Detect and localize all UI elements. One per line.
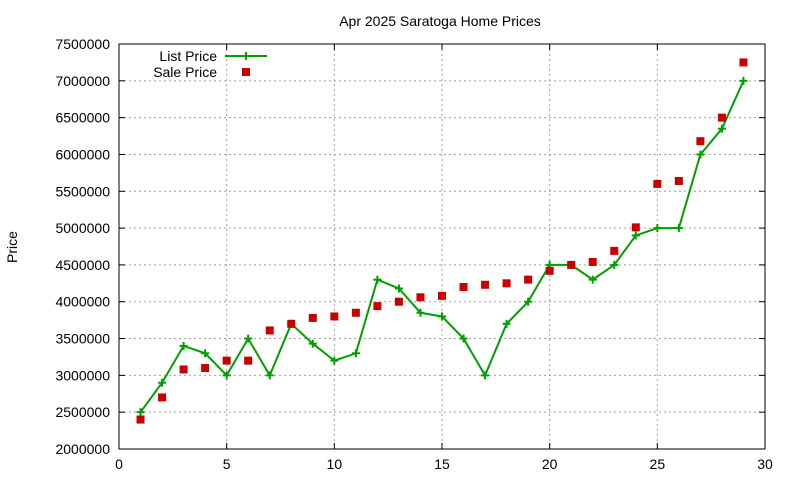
sale-price-point bbox=[201, 364, 210, 372]
list-price-point bbox=[244, 334, 253, 343]
y-tick-label: 7500000 bbox=[55, 36, 110, 52]
sale-price-point bbox=[330, 312, 339, 321]
list-price-point bbox=[158, 378, 167, 387]
y-tick-label: 7000000 bbox=[55, 73, 110, 89]
list-price-point bbox=[416, 308, 425, 317]
grid-lines bbox=[119, 44, 765, 449]
sale-price-point bbox=[739, 58, 748, 67]
x-tick-label: 15 bbox=[434, 456, 450, 472]
sale-price-point bbox=[717, 113, 726, 122]
chart-title: Apr 2025 Saratoga Home Prices bbox=[339, 13, 541, 29]
y-tick-label: 2500000 bbox=[55, 404, 110, 420]
list-price-point bbox=[696, 150, 705, 159]
y-axis-label: Price bbox=[4, 231, 20, 263]
list-price-point bbox=[502, 319, 511, 328]
y-tick-label: 3500000 bbox=[55, 331, 110, 347]
list-price-point bbox=[136, 408, 145, 417]
sale-price-point bbox=[502, 279, 511, 288]
sale-price-point bbox=[136, 415, 145, 424]
sale-price-point bbox=[179, 365, 188, 374]
sale-price-point bbox=[222, 356, 231, 365]
sale-price-point bbox=[459, 283, 468, 291]
list-price-point bbox=[588, 275, 597, 284]
x-tick-label: 30 bbox=[757, 456, 773, 472]
plot-border bbox=[118, 43, 766, 450]
sale-price-point bbox=[287, 319, 296, 328]
list-price-point bbox=[222, 371, 231, 380]
sale-price-point bbox=[524, 275, 533, 284]
legend-label: Sale Price bbox=[153, 64, 217, 80]
sale-price-point bbox=[653, 179, 662, 188]
sale-price-point bbox=[567, 260, 576, 269]
list-price-point bbox=[481, 371, 490, 380]
sale-price-point bbox=[394, 297, 403, 306]
sale-price-point bbox=[373, 302, 382, 311]
sale-price-point bbox=[416, 293, 425, 302]
list-price-point bbox=[394, 284, 403, 293]
sale-price-point bbox=[265, 326, 274, 335]
x-tick-label: 20 bbox=[542, 456, 558, 472]
sale-price-point bbox=[244, 356, 253, 365]
list-price-point bbox=[330, 356, 339, 365]
y-tick-label: 3000000 bbox=[55, 367, 110, 383]
list-price-point bbox=[610, 260, 619, 269]
list-price-point bbox=[674, 224, 683, 233]
list-price-point bbox=[265, 371, 274, 380]
sale-price-point bbox=[610, 246, 619, 255]
y-tick-label: 6500000 bbox=[55, 110, 110, 126]
list-price-point bbox=[308, 339, 317, 348]
list-price-point bbox=[631, 231, 640, 240]
y-tick-label: 5500000 bbox=[55, 183, 110, 199]
list-price-point bbox=[201, 349, 210, 358]
list-price-point bbox=[438, 312, 446, 321]
sale-price-point bbox=[674, 176, 683, 185]
axes: 2000000 2500000 3000000 3500000 4000000 45000… bbox=[55, 36, 773, 472]
sale-price-point bbox=[588, 257, 597, 266]
x-tick-label: 25 bbox=[650, 456, 666, 472]
list-price-point bbox=[717, 124, 726, 133]
sale-price-point bbox=[545, 266, 554, 275]
list-price-point bbox=[653, 224, 662, 233]
legend-square-swatch bbox=[242, 68, 250, 76]
y-tick-label: 4500000 bbox=[55, 257, 110, 273]
sale-price-point bbox=[158, 393, 167, 402]
sale-price-point bbox=[481, 280, 490, 289]
x-tick-label: 0 bbox=[115, 456, 123, 472]
list-price-point bbox=[373, 275, 382, 284]
series-layer bbox=[136, 58, 748, 424]
sale-price-point bbox=[696, 137, 705, 146]
x-tick-label: 10 bbox=[327, 456, 343, 472]
y-tick-label: 5000000 bbox=[55, 220, 110, 236]
y-tick-label: 6000000 bbox=[55, 146, 110, 162]
sale-price-point bbox=[308, 313, 317, 322]
legend-cross-swatch bbox=[242, 52, 250, 60]
y-tick-label: 4000000 bbox=[55, 294, 110, 310]
list-price-point bbox=[351, 349, 360, 358]
legend-label: List Price bbox=[159, 48, 217, 64]
sale-price-point bbox=[631, 223, 640, 232]
list-price-point bbox=[524, 297, 533, 306]
list-price-point bbox=[179, 341, 188, 350]
sale-price-point bbox=[351, 308, 360, 317]
x-tick-label: 5 bbox=[223, 456, 231, 472]
y-tick-label: 2000000 bbox=[55, 441, 110, 457]
list-price-point bbox=[459, 334, 468, 343]
list-price-point bbox=[739, 76, 748, 85]
sale-price-point bbox=[438, 291, 446, 300]
